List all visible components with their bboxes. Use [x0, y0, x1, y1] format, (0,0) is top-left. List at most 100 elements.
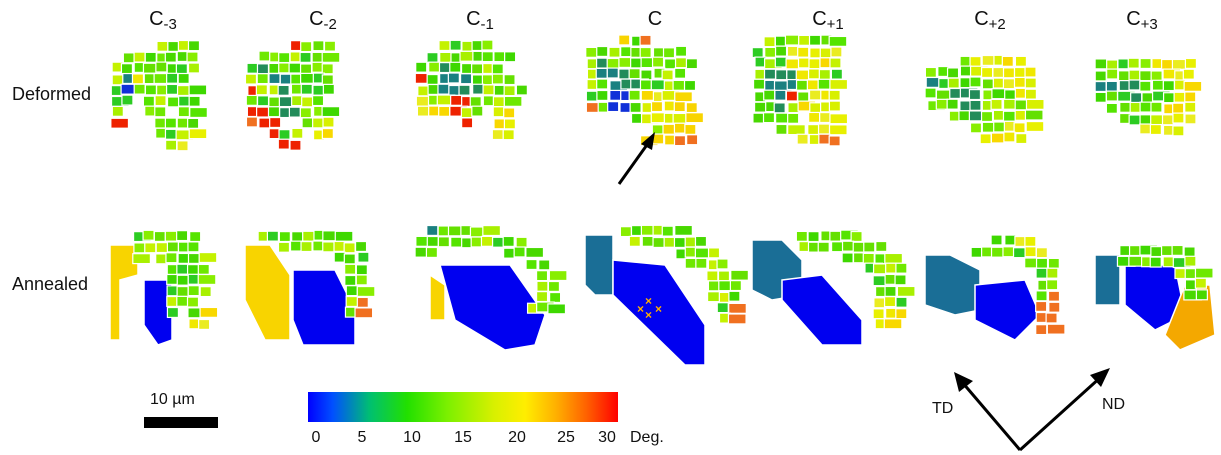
grain-cell	[178, 95, 191, 107]
grain-cell	[1150, 101, 1163, 113]
grain-cell	[796, 133, 809, 145]
grain-cell	[684, 257, 697, 269]
colorbar-tick: 15	[454, 429, 472, 446]
grain-cell	[946, 98, 959, 110]
grain-cell	[321, 127, 334, 140]
grain-cell	[111, 105, 124, 117]
grain-cell	[817, 241, 830, 253]
grain-cell	[1174, 267, 1187, 280]
grain-cell	[165, 139, 178, 151]
grain-cell	[619, 101, 632, 114]
grain-cell	[188, 95, 201, 107]
grain-cell	[460, 62, 474, 75]
grain-cell	[425, 246, 439, 259]
grain-cell	[1046, 279, 1059, 291]
grain-cell	[828, 135, 841, 147]
grain-cell	[729, 280, 742, 292]
grain-cell	[300, 41, 313, 53]
grain-cell	[1014, 55, 1028, 67]
grain-cell	[663, 100, 676, 112]
grain-cell	[187, 252, 201, 264]
grain-cell	[460, 107, 473, 119]
grain-cell	[872, 308, 885, 320]
grain-cell	[311, 61, 324, 73]
grain-cell	[269, 116, 282, 129]
grain-cell	[774, 35, 787, 47]
grain-cell	[752, 112, 765, 124]
grain-cell	[630, 57, 643, 69]
grain-cell	[176, 117, 189, 129]
grain-cell	[1025, 98, 1045, 110]
grain-cell	[291, 231, 304, 243]
grain-cell	[458, 84, 471, 96]
grain-cell	[144, 84, 158, 96]
grain-cell	[426, 73, 439, 86]
grain-cell	[661, 225, 674, 237]
grain-cell	[764, 46, 777, 58]
grain-cell	[321, 106, 341, 118]
grain-cell	[547, 280, 561, 293]
grain-cell	[1171, 244, 1184, 256]
grain-cell	[469, 96, 482, 108]
deformed-map-c+2	[924, 54, 1045, 145]
grain-cell	[895, 262, 908, 274]
grain-cell	[828, 124, 848, 136]
grain-cell	[503, 74, 516, 86]
grain-cell	[585, 90, 598, 102]
grain-cell	[1105, 90, 1119, 102]
grain-cell	[246, 62, 259, 74]
grain-cell	[472, 83, 485, 95]
grain-cell	[1013, 66, 1027, 79]
grain-cell	[981, 78, 995, 90]
yellow-grain	[244, 244, 291, 341]
grain-cell	[289, 139, 302, 151]
grain-cell	[450, 94, 463, 106]
grain-cell	[885, 262, 898, 274]
teal-grain	[584, 234, 614, 296]
grain-cell	[417, 85, 430, 97]
grain-cell	[684, 123, 697, 135]
grain-cell	[482, 95, 495, 107]
grain-cell	[142, 229, 155, 241]
grain-cell	[828, 100, 842, 112]
grain-cell	[504, 51, 517, 63]
grain-cell	[797, 46, 810, 58]
grain-cell	[299, 107, 312, 119]
grain-cell	[730, 269, 749, 281]
grain-cell	[695, 257, 708, 269]
grain-cell	[1184, 268, 1197, 280]
grain-cell	[176, 274, 189, 286]
grain-cell	[639, 46, 652, 59]
grain-cell	[808, 111, 821, 123]
grain-cell	[1048, 301, 1061, 313]
grain-cell	[979, 133, 992, 145]
grain-cell	[502, 129, 515, 141]
grain-cell	[595, 67, 608, 79]
grain-cell	[850, 230, 863, 243]
grain-cell	[549, 291, 562, 304]
grain-cell	[437, 83, 450, 95]
deformed-map-c-2	[244, 40, 341, 151]
grain-cell	[355, 264, 368, 276]
grain-cell	[449, 61, 462, 73]
grain-cell	[628, 68, 641, 80]
grain-cell	[661, 69, 674, 81]
grain-cell	[828, 89, 841, 101]
grain-cell	[167, 40, 180, 52]
grain-cell	[448, 84, 461, 96]
colorbar-tick: 5	[357, 429, 367, 446]
grain-cell	[1194, 277, 1207, 289]
grain-cell	[663, 58, 677, 70]
grain-cell	[596, 89, 609, 101]
grain-cell	[503, 118, 516, 130]
grain-cell	[628, 89, 641, 101]
grain-cell	[515, 236, 528, 248]
grain-cell	[968, 89, 982, 101]
grain-cell	[608, 46, 621, 58]
grain-cell	[1183, 246, 1196, 258]
grain-cell	[946, 67, 960, 79]
grain-cell	[166, 306, 180, 319]
grain-cell	[356, 285, 376, 298]
grain-cell	[188, 84, 208, 96]
grain-cell	[154, 106, 167, 118]
